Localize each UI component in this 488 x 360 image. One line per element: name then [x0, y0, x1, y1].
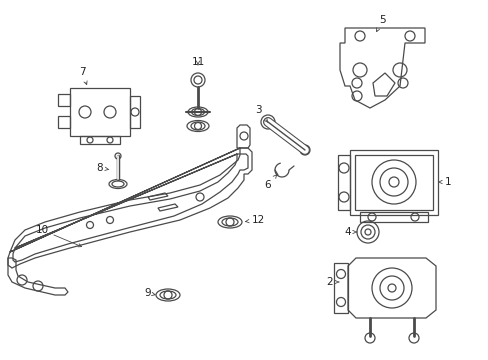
- Bar: [70, 88, 130, 136]
- Text: 11: 11: [191, 57, 204, 67]
- Text: 5: 5: [376, 15, 385, 32]
- Bar: [354, 155, 432, 210]
- Text: 4: 4: [344, 227, 356, 237]
- Text: 6: 6: [264, 175, 276, 190]
- Text: 10: 10: [35, 225, 81, 247]
- Text: 3: 3: [254, 105, 267, 122]
- Text: 1: 1: [438, 177, 450, 187]
- Bar: [349, 150, 437, 215]
- Text: 8: 8: [97, 163, 109, 173]
- Text: 12: 12: [245, 215, 264, 225]
- Text: 2: 2: [326, 277, 338, 287]
- Text: 7: 7: [79, 67, 87, 85]
- Text: 9: 9: [144, 288, 155, 298]
